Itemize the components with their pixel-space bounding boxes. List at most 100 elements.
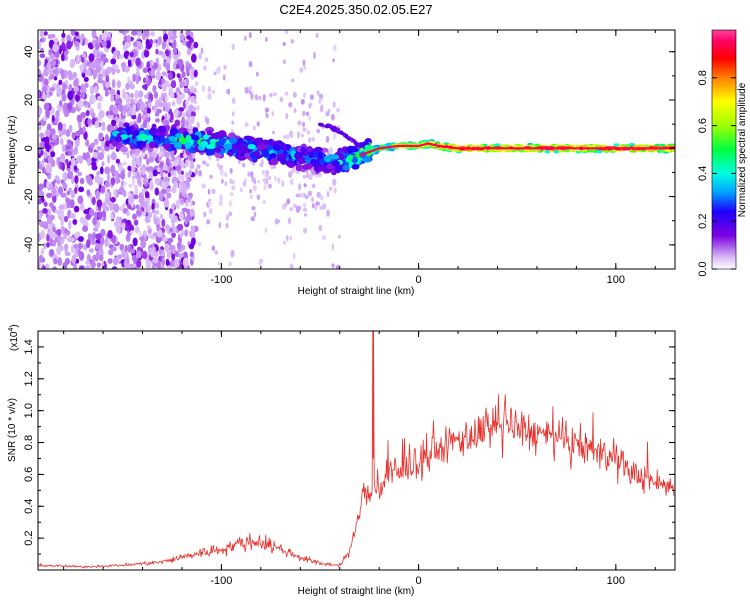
noise-blob — [201, 85, 206, 92]
noise-blob — [282, 41, 286, 47]
noise-blob — [305, 111, 310, 117]
noise-blob — [110, 94, 115, 102]
noise-blob — [132, 213, 137, 220]
noise-blob — [290, 39, 295, 44]
noise-blob — [59, 137, 64, 146]
noise-blob — [94, 85, 98, 94]
noise-blob — [74, 146, 78, 155]
noise-blob — [127, 76, 131, 82]
noise-blob — [311, 183, 316, 189]
noise-blob — [167, 83, 172, 88]
noise-blob — [193, 87, 197, 94]
noise-blob — [117, 173, 124, 179]
ridge-blob — [157, 125, 167, 134]
noise-blob — [84, 38, 89, 46]
ridge-blob — [169, 128, 178, 136]
noise-blob — [127, 243, 132, 254]
noise-blob — [121, 248, 126, 258]
noise-blob — [237, 160, 241, 164]
noise-blob — [172, 47, 178, 55]
noise-blob — [297, 120, 302, 126]
noise-blob — [248, 85, 253, 92]
noise-blob — [196, 105, 200, 111]
noise-blob — [214, 250, 219, 255]
noise-blob — [161, 92, 164, 100]
branch-blob — [347, 137, 352, 141]
noise-blob — [106, 240, 111, 247]
noise-blob — [79, 177, 85, 185]
ridge-blob — [295, 164, 303, 172]
noise-blob — [50, 151, 56, 158]
noise-blob — [107, 229, 113, 239]
noise-blob — [38, 160, 41, 169]
noise-blob — [56, 228, 62, 237]
noise-blob — [261, 170, 266, 175]
spectrogram-marks — [38, 30, 675, 269]
noise-blob — [225, 214, 230, 221]
noise-blob — [43, 102, 50, 111]
noise-blob — [143, 30, 150, 37]
noise-blob — [113, 106, 119, 116]
noise-blob — [63, 215, 69, 223]
noise-blob — [46, 67, 53, 74]
snr-marks — [38, 331, 675, 569]
noise-blob — [297, 131, 300, 139]
noise-blob — [156, 261, 162, 269]
noise-blob — [49, 73, 55, 80]
noise-blob — [289, 178, 294, 186]
noise-blob — [180, 170, 185, 175]
noise-blob — [83, 209, 90, 215]
noise-blob — [144, 191, 150, 199]
noise-blob — [293, 203, 297, 209]
ridge-blob — [280, 142, 287, 151]
branch-blob — [340, 131, 345, 135]
y-tick-label: 40 — [23, 46, 35, 58]
noise-blob — [100, 185, 106, 193]
noise-blob — [154, 111, 159, 117]
noise-blob — [289, 263, 294, 269]
noise-blob — [316, 191, 321, 198]
noise-blob — [153, 257, 158, 264]
snr-ylabel: SNR (10 * v/v) — [7, 398, 18, 462]
noise-blob — [151, 264, 156, 269]
noise-blob — [229, 200, 232, 208]
noise-blob — [52, 43, 59, 53]
noise-blob — [115, 174, 120, 185]
noise-blob — [98, 132, 104, 141]
noise-blob — [104, 134, 110, 143]
noise-blob — [244, 121, 249, 128]
noise-blob — [158, 151, 163, 158]
noise-blob — [146, 123, 150, 131]
noise-blob — [171, 245, 176, 250]
noise-blob — [137, 206, 141, 212]
noise-blob — [126, 35, 132, 43]
x-tick-label: 100 — [607, 274, 625, 286]
noise-blob — [39, 53, 46, 59]
noise-blob — [170, 112, 174, 120]
noise-blob — [98, 109, 105, 119]
ridge-blob — [206, 148, 215, 156]
noise-blob — [106, 198, 111, 206]
noise-blob — [56, 104, 61, 111]
y-tick-label: -20 — [23, 189, 35, 205]
noise-blob — [101, 139, 105, 148]
noise-blob — [63, 50, 69, 56]
noise-blob — [80, 92, 86, 100]
noise-blob — [154, 210, 160, 215]
noise-blob — [163, 92, 167, 99]
noise-blob — [96, 199, 103, 208]
noise-blob — [43, 31, 48, 36]
noise-blob — [146, 113, 150, 118]
noise-blob — [173, 215, 178, 223]
noise-blob — [102, 80, 106, 87]
noise-blob — [172, 41, 177, 49]
ridge-blob — [341, 146, 349, 154]
noise-blob — [198, 52, 202, 60]
noise-blob — [137, 31, 141, 38]
noise-blob — [191, 106, 197, 112]
noise-blob — [43, 78, 49, 86]
snr-frame — [37, 330, 676, 571]
noise-blob — [86, 189, 91, 196]
noise-blob — [112, 256, 119, 266]
noise-blob — [77, 171, 83, 177]
